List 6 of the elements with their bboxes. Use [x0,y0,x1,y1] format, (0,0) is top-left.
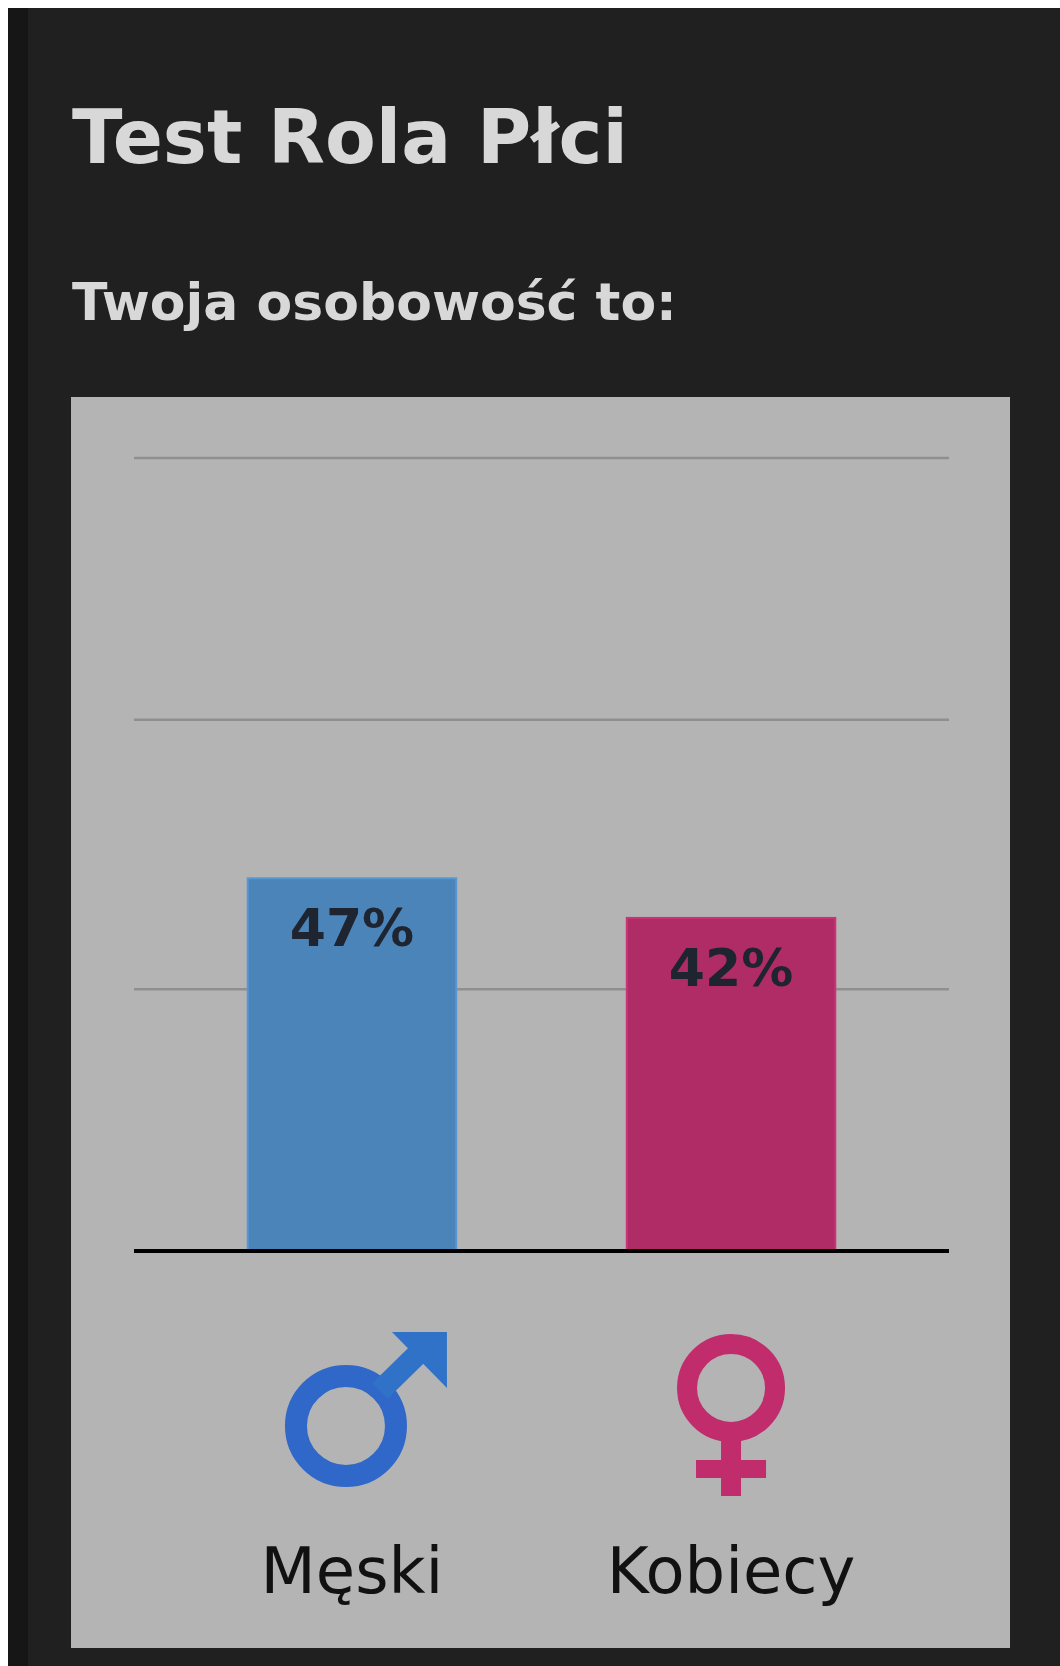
x-tick-label: Kobiecy [606,1534,856,1608]
data-label: 47% [289,898,415,959]
x-tick-label: Męski [260,1534,444,1608]
chart-title: Test Rola Płci [72,94,628,180]
chart-subtitle: Twoja osobowość to: [72,272,677,332]
data-label: 42% [668,937,794,998]
